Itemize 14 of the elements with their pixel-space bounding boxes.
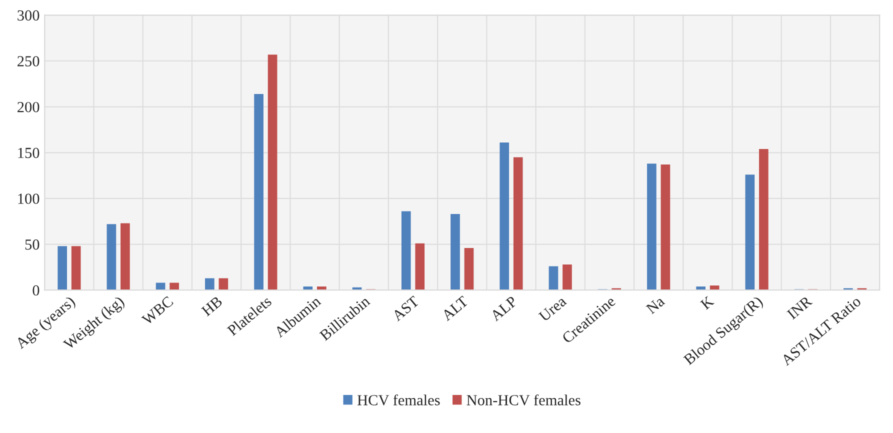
y-tick-label: 300 [18,10,40,21]
y-tick-label: 100 [18,194,40,204]
x-tick-label: Na [646,296,666,314]
x-tick-label: HB [201,296,223,316]
x-tick-label: K [700,296,714,310]
legend-label: HCV females [357,394,440,406]
y-tick-label: 150 [18,148,40,158]
y-tick-label: 200 [18,102,40,112]
x-tick-label: ALP [490,296,518,322]
y-tick-label: 250 [18,56,40,66]
y-tick-label: 0 [32,285,40,296]
x-tick-label: INR [786,295,813,320]
legend-label: Non-HCV females [466,394,580,406]
y-tick-label: 50 [25,239,40,250]
